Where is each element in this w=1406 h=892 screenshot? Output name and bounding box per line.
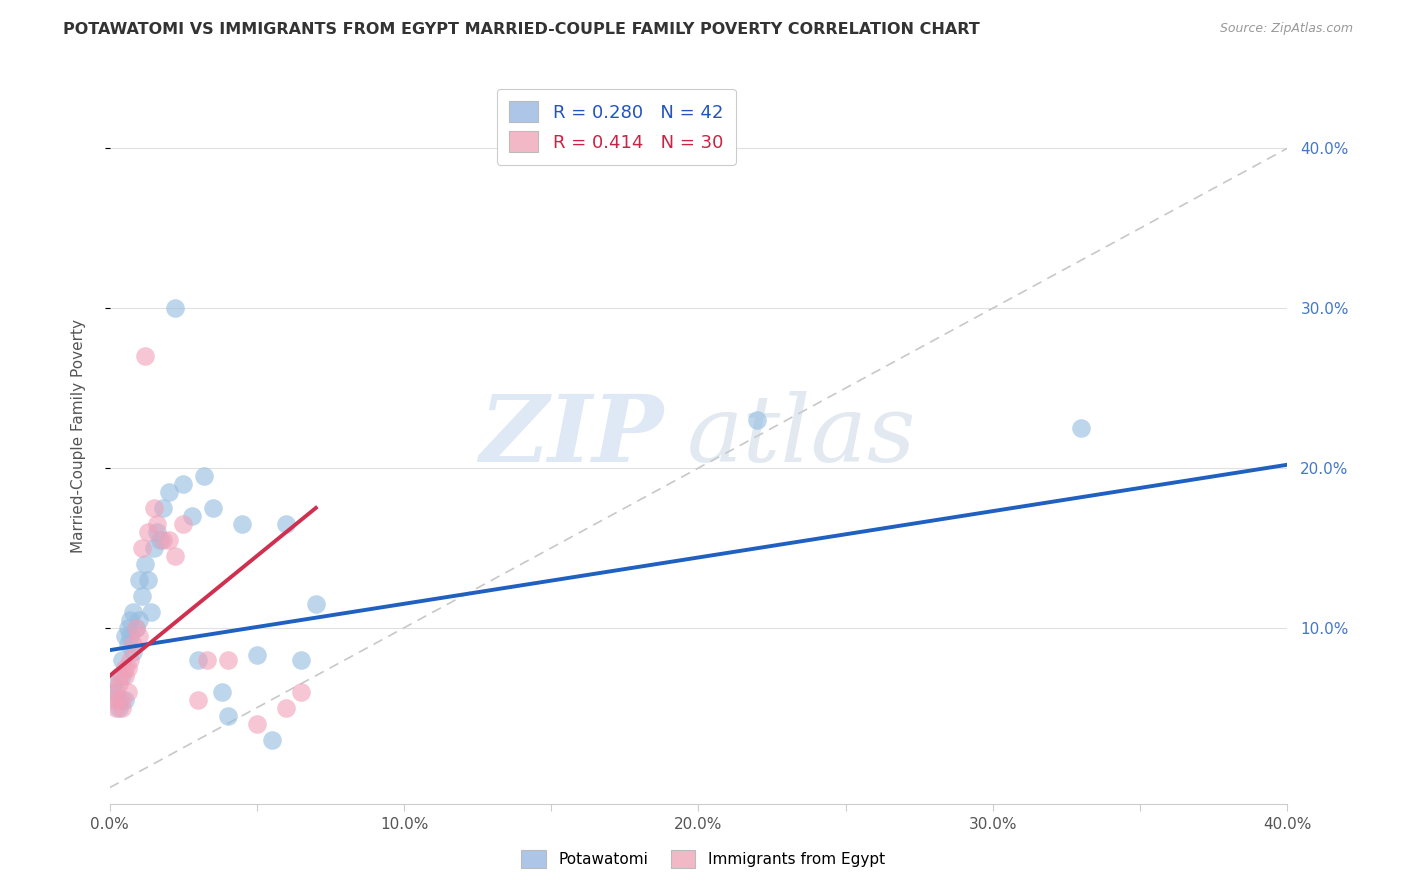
Point: [134, 349, 156, 363]
Point: [134, 557, 156, 571]
Point: [187, 653, 209, 667]
Point: [125, 621, 148, 635]
Point: [131, 589, 153, 603]
Point: [104, 684, 127, 698]
Point: [163, 549, 186, 563]
Point: [143, 541, 166, 555]
Point: [290, 653, 312, 667]
Point: [172, 516, 194, 531]
Point: [120, 613, 142, 627]
Text: Source: ZipAtlas.com: Source: ZipAtlas.com: [1219, 22, 1353, 36]
Text: ZIP: ZIP: [479, 391, 664, 481]
Legend: R = 0.280   N = 42, R = 0.414   N = 30: R = 0.280 N = 42, R = 0.414 N = 30: [496, 88, 735, 165]
Point: [111, 668, 134, 682]
Point: [128, 629, 150, 643]
Point: [114, 692, 136, 706]
Point: [117, 637, 139, 651]
Point: [211, 684, 233, 698]
Point: [111, 653, 134, 667]
Point: [101, 684, 124, 698]
Point: [107, 692, 129, 706]
Point: [152, 533, 174, 547]
Point: [131, 541, 153, 555]
Point: [139, 605, 162, 619]
Y-axis label: Married-Couple Family Poverty: Married-Couple Family Poverty: [72, 319, 86, 553]
Point: [117, 661, 139, 675]
Point: [260, 732, 283, 747]
Point: [117, 684, 139, 698]
Point: [276, 516, 298, 531]
Point: [172, 477, 194, 491]
Point: [217, 653, 239, 667]
Legend: Potawatomi, Immigrants from Egypt: Potawatomi, Immigrants from Egypt: [515, 844, 891, 873]
Point: [107, 700, 129, 714]
Point: [146, 516, 169, 531]
Point: [193, 469, 215, 483]
Point: [152, 500, 174, 515]
Point: [120, 629, 142, 643]
Point: [146, 524, 169, 539]
Point: [149, 533, 172, 547]
Point: [1070, 421, 1092, 435]
Point: [217, 708, 239, 723]
Point: [143, 500, 166, 515]
Point: [305, 597, 328, 611]
Point: [187, 692, 209, 706]
Point: [125, 621, 148, 635]
Point: [181, 508, 204, 523]
Text: atlas: atlas: [686, 391, 917, 481]
Point: [122, 645, 145, 659]
Point: [114, 661, 136, 675]
Point: [128, 613, 150, 627]
Point: [195, 653, 218, 667]
Point: [747, 413, 769, 427]
Point: [104, 692, 127, 706]
Point: [201, 500, 224, 515]
Point: [246, 716, 269, 731]
Point: [128, 573, 150, 587]
Point: [122, 605, 145, 619]
Point: [111, 700, 134, 714]
Point: [120, 653, 142, 667]
Point: [157, 485, 180, 500]
Point: [111, 692, 134, 706]
Point: [107, 676, 129, 690]
Point: [163, 301, 186, 316]
Point: [290, 684, 312, 698]
Point: [101, 676, 124, 690]
Point: [122, 637, 145, 651]
Point: [104, 700, 127, 714]
Point: [107, 668, 129, 682]
Point: [276, 700, 298, 714]
Point: [246, 648, 269, 662]
Point: [136, 573, 159, 587]
Point: [114, 629, 136, 643]
Text: POTAWATOMI VS IMMIGRANTS FROM EGYPT MARRIED-COUPLE FAMILY POVERTY CORRELATION CH: POTAWATOMI VS IMMIGRANTS FROM EGYPT MARR…: [63, 22, 980, 37]
Point: [114, 668, 136, 682]
Point: [157, 533, 180, 547]
Point: [136, 524, 159, 539]
Point: [231, 516, 253, 531]
Point: [117, 621, 139, 635]
